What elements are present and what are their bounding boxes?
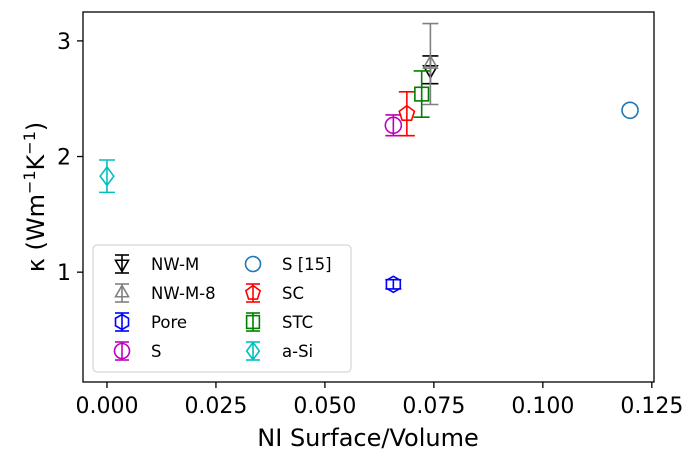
legend-label-stc: STC <box>282 313 313 332</box>
errorbar-s <box>385 114 402 137</box>
plot-area-frame <box>82 11 655 383</box>
point-s-15 <box>621 101 639 120</box>
x-tick-label: 0.000 <box>75 394 138 419</box>
x-tick-label: 0.075 <box>402 394 465 419</box>
legend-label-s: S <box>151 342 161 361</box>
data-points <box>98 22 639 294</box>
errorbar-sc <box>398 90 415 137</box>
x-tick-label: 0.050 <box>293 394 356 419</box>
errorbar-pore <box>385 278 402 290</box>
legend-marker-a-si <box>245 341 261 361</box>
legend-marker-pore <box>114 313 130 331</box>
legend-errorbar-pore <box>115 312 129 332</box>
legend-label-nw-m-8: NW-M-8 <box>151 284 216 303</box>
legend-label-nw-m: NW-M <box>151 255 199 274</box>
legend-label-a-si: a-Si <box>282 342 313 361</box>
y-tick-label: 3 <box>57 30 71 55</box>
x-axis-ticks: 0.000 0.025 0.050 0.075 0.100 0.125 <box>75 382 683 419</box>
legend-marker-nw-m <box>114 259 130 274</box>
legend-errorbar-s <box>115 341 129 361</box>
x-tick-label: 0.100 <box>511 394 574 419</box>
legend-label-pore: Pore <box>151 313 187 332</box>
legend-marker-sc <box>244 284 262 300</box>
y-tick-label: 2 <box>57 146 71 171</box>
point-sc <box>398 104 416 122</box>
legend-marker-s <box>113 342 131 360</box>
y-tick-label: 1 <box>57 261 71 286</box>
legend-box <box>92 244 352 373</box>
legend-label-s-15: S [15] <box>282 255 332 274</box>
legend: NW-M NW-M-8 Pore S S [15] SC STC a-Si <box>92 244 352 373</box>
errorbar-nw-m-8 <box>422 22 439 106</box>
y-axis-label: κ (Wm−1K−1) <box>20 122 50 273</box>
point-pore <box>385 275 402 294</box>
legend-marker-nw-m-8 <box>114 283 130 298</box>
point-stc <box>414 86 430 102</box>
point-s <box>384 116 403 135</box>
errorbar-stc <box>413 70 430 119</box>
errorbar-a-si <box>98 159 115 194</box>
point-nw-m-8 <box>422 54 439 69</box>
x-tick-label: 0.025 <box>184 394 247 419</box>
legend-marker-stc <box>245 314 261 330</box>
x-axis-label: NI Surface/Volume <box>257 424 478 450</box>
legend-label-sc: SC <box>282 284 304 303</box>
y-axis-ticks: 1 2 3 <box>57 30 83 286</box>
point-a-si <box>99 165 115 187</box>
x-tick-label: 0.125 <box>620 394 683 419</box>
legend-marker-s-15 <box>244 255 262 273</box>
